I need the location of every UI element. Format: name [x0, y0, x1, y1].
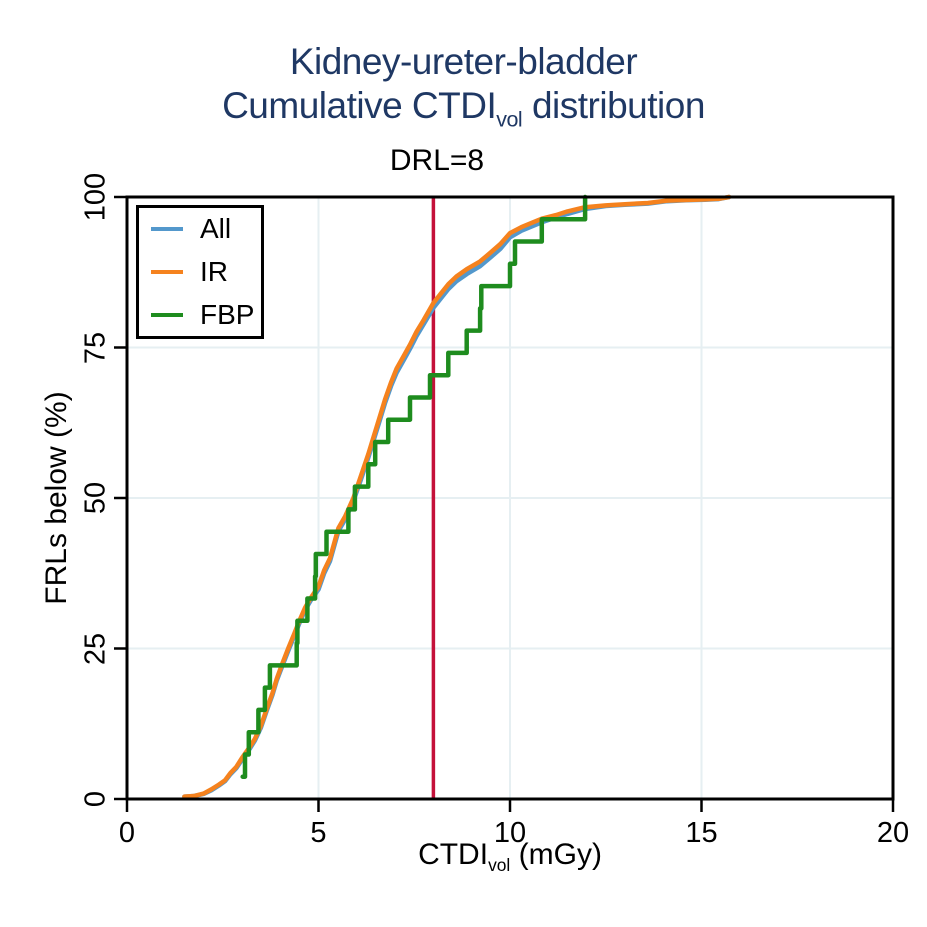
chart-title-line2: Cumulative CTDIvol distribution: [0, 84, 927, 141]
x-axis-title-unit: (mGy): [510, 838, 602, 871]
x-tick-label: 15: [685, 817, 718, 849]
legend-row-fbp: FBP: [139, 299, 261, 331]
chart-title: Kidney-ureter-bladder Cumulative CTDIvol…: [0, 40, 927, 141]
legend-label: IR: [200, 255, 228, 287]
series-ir: [182, 194, 732, 799]
y-tick-label: 50: [79, 481, 112, 515]
legend-line-swatch-ir: [151, 269, 183, 274]
x-axis-title-subscript: vol: [488, 855, 511, 875]
x-axis-title: CTDIvol (mGy): [418, 838, 602, 876]
chart-title-line2-subscript: vol: [496, 107, 523, 132]
plot-border: [125, 195, 895, 801]
x-tick-label: 5: [310, 817, 327, 849]
reference-line-label: DRL=8: [389, 144, 485, 177]
legend-line-swatch-fbp: [151, 312, 183, 317]
x-tick-label: 10: [493, 817, 527, 849]
legend: All IR FBP: [136, 205, 264, 339]
x-tick-label: 20: [876, 817, 910, 849]
y-tick-label: 75: [79, 331, 112, 364]
chart-title-line2-unit: distribution: [522, 85, 705, 126]
series-fbp: [240, 194, 588, 779]
y-tick-label: 100: [79, 172, 112, 222]
legend-line-swatch-all: [151, 227, 183, 232]
legend-row-ir: IR: [139, 256, 261, 288]
y-tick-label: 0: [79, 790, 112, 808]
y-axis-title: FRLs below (%): [40, 391, 73, 605]
chart-title-line1: Kidney-ureter-bladder: [289, 41, 638, 82]
x-tick-label: 0: [118, 817, 136, 849]
legend-label: FBP: [200, 298, 255, 330]
y-tick-label: 25: [79, 632, 112, 665]
legend-label: All: [200, 213, 232, 245]
legend-row-all: All: [139, 213, 261, 245]
chart-title-line2-text: Cumulative CTDI: [222, 85, 497, 126]
x-axis-title-text: CTDI: [418, 838, 489, 871]
